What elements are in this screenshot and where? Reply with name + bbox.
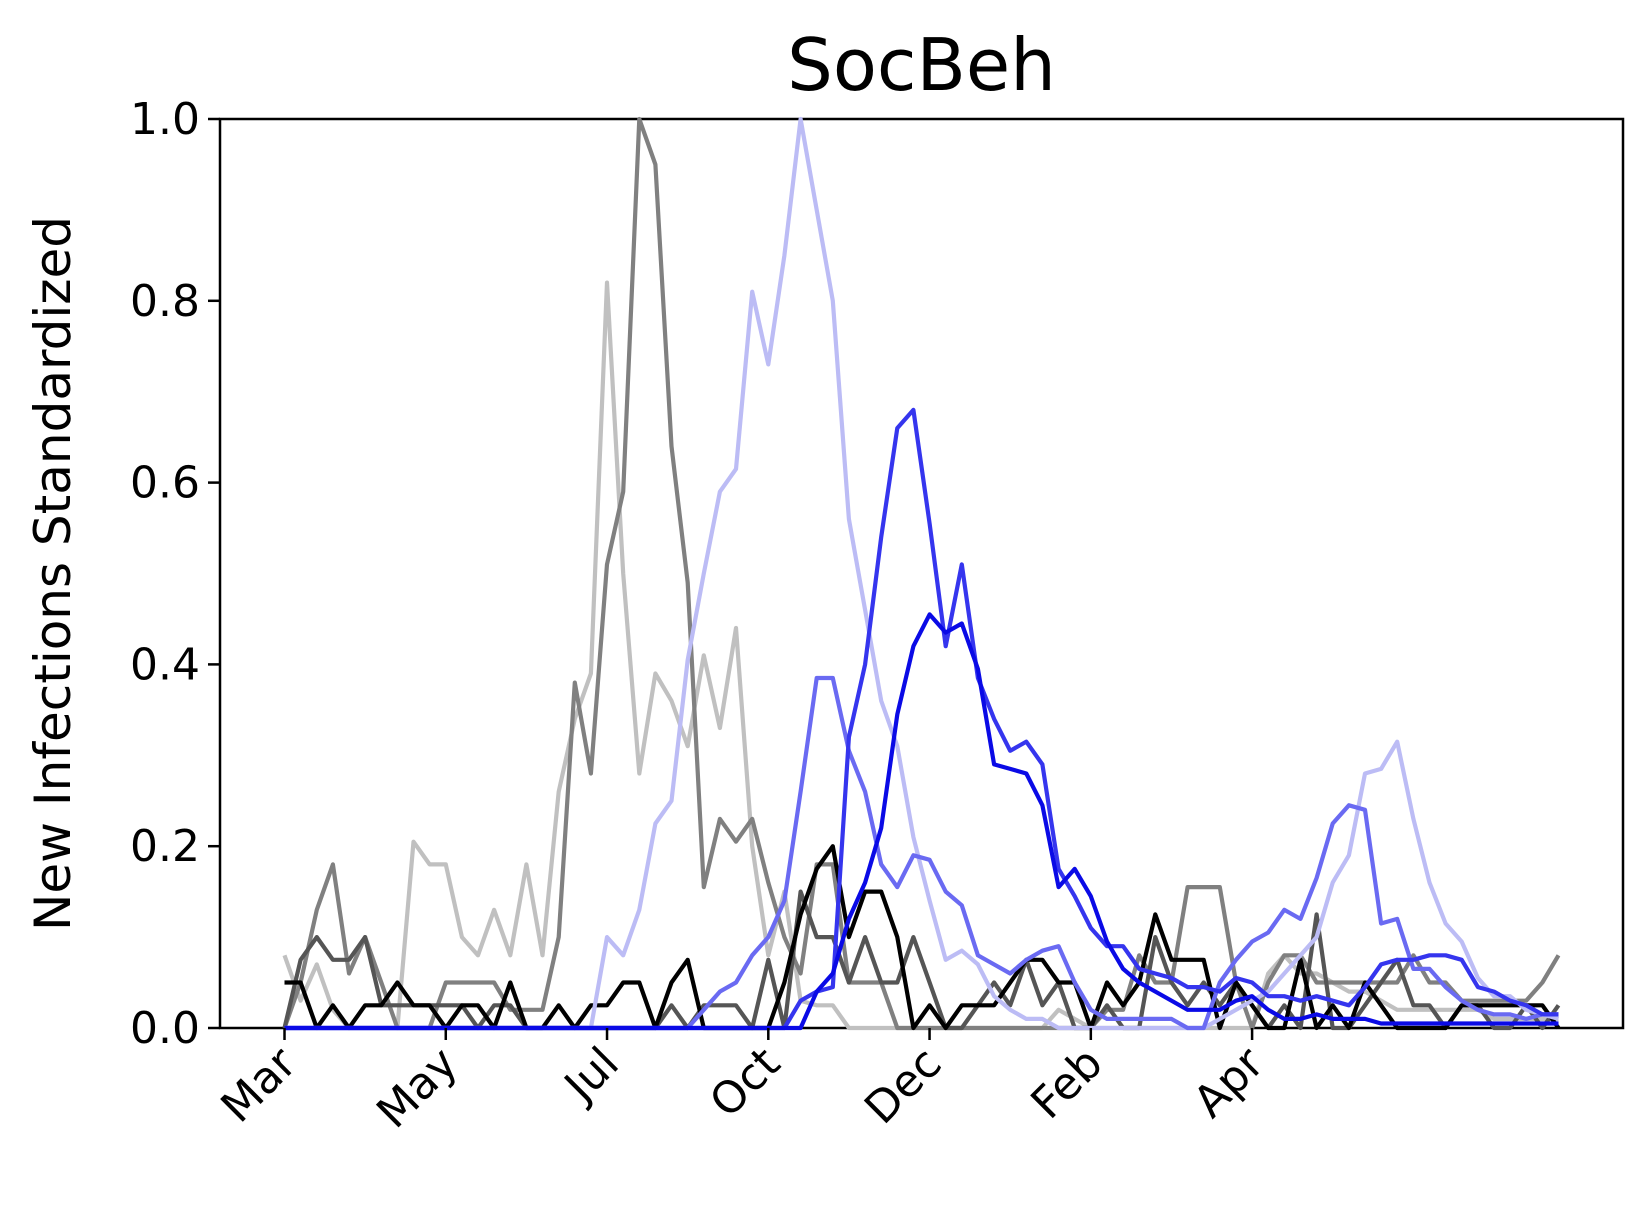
- y-tick-label: 0.4: [130, 639, 200, 690]
- y-tick-label: 1.0: [130, 94, 200, 145]
- plot-area: [218, 116, 1625, 1031]
- x-tick-label: Dec: [855, 1038, 951, 1134]
- x-tick-label: Oct: [700, 1038, 790, 1128]
- x-tick-label: May: [367, 1038, 467, 1138]
- x-tick-label: Apr: [1184, 1037, 1275, 1128]
- series-line-6: [284, 675, 1559, 1031]
- y-tick-label: 0.0: [130, 1003, 200, 1054]
- y-axis-label: New Infections Standardized: [24, 216, 82, 931]
- series-line-5: [284, 116, 1560, 1031]
- series-line-1: [282, 280, 1559, 1031]
- series-line-3: [282, 889, 1561, 1031]
- x-tick-label: Mar: [212, 1037, 307, 1132]
- series-layer: [282, 116, 1561, 1031]
- series-line-4: [284, 844, 1561, 1031]
- series-line-8: [284, 612, 1559, 1031]
- chart-title: SocBeh: [787, 23, 1056, 107]
- y-tick-label: 0.6: [130, 458, 200, 509]
- y-tick-label: 0.2: [130, 821, 200, 872]
- plot-frame: [218, 117, 1625, 1030]
- series-line-2: [282, 116, 1561, 1031]
- x-tick-label: Jul: [553, 1038, 629, 1114]
- x-axis: Mar May Jul Oct Dec Feb Apr: [212, 1028, 1275, 1138]
- series-line-7: [284, 407, 1559, 1031]
- x-tick-label: Feb: [1021, 1038, 1112, 1129]
- y-axis: 0.0 0.2 0.4 0.6 0.8 1.0: [130, 94, 220, 1054]
- y-tick-label: 0.8: [130, 276, 200, 327]
